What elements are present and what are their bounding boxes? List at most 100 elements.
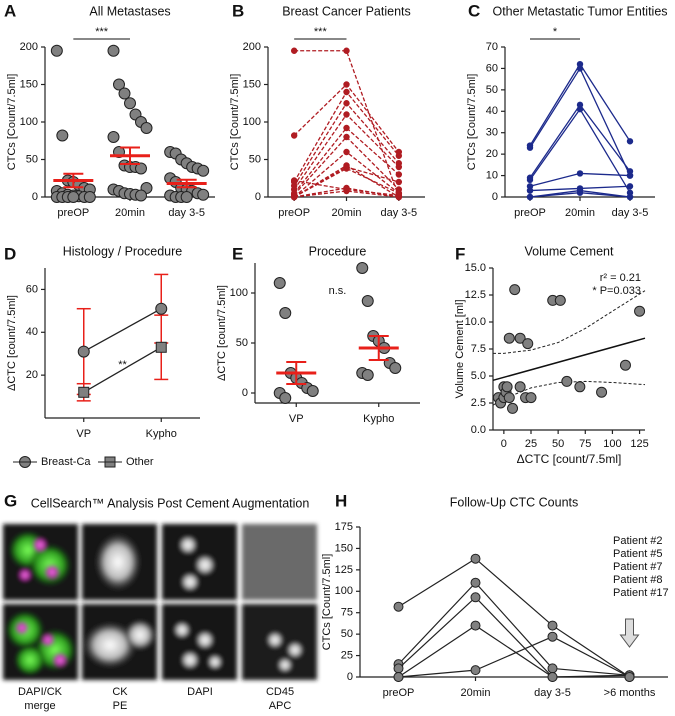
y-tick-label: 50 <box>249 153 261 165</box>
data-point <box>470 665 481 676</box>
data-point <box>361 295 374 307</box>
data-point <box>395 192 403 199</box>
data-point <box>470 553 481 564</box>
data-point <box>356 262 369 274</box>
data-point <box>389 362 402 374</box>
data-point <box>273 277 286 289</box>
y-tick-label: 100 <box>230 287 248 299</box>
data-point <box>290 47 298 54</box>
x-tick-label: preOP <box>57 207 89 219</box>
cell <box>207 654 223 670</box>
y-tick-label: 0 <box>242 387 248 399</box>
data-point <box>547 620 558 631</box>
panel-letter: B <box>232 1 244 20</box>
annotation: n.s. <box>329 285 347 297</box>
legend-label: Patient #17 <box>613 587 669 599</box>
data-point <box>470 592 481 603</box>
series-line <box>398 557 630 678</box>
series-line <box>398 624 630 678</box>
chart-title: Other Metastatic Tumor Entities <box>492 4 667 18</box>
series-line <box>83 308 162 353</box>
data-point <box>626 138 634 145</box>
data-point <box>343 81 350 88</box>
series-line <box>398 581 630 676</box>
data-point <box>279 392 292 404</box>
cell <box>180 650 200 670</box>
x-tick-label: day 3-5 <box>380 207 417 219</box>
data-point <box>526 144 534 151</box>
y-tick-label: 40 <box>486 105 498 117</box>
y-tick-label: 50 <box>341 628 353 640</box>
data-point <box>395 163 403 171</box>
y-tick-label: 75 <box>341 607 353 619</box>
cell <box>178 535 198 555</box>
panel-letter: C <box>468 1 480 20</box>
y-tick-label: 2.5 <box>471 397 486 409</box>
y-tick-label: 0.0 <box>471 424 486 436</box>
x-tick-label: Kypho <box>146 428 177 440</box>
image-label: merge <box>24 700 55 712</box>
panel-letter: A <box>4 1 16 20</box>
micro-image-grid <box>3 524 317 680</box>
panel-letter: E <box>232 244 243 263</box>
cell <box>18 568 32 582</box>
cell <box>194 554 216 576</box>
y-tick-label: 150 <box>20 78 38 90</box>
data-point <box>279 307 292 319</box>
data-point <box>576 105 584 113</box>
data-point <box>306 385 319 397</box>
y-tick-label: 100 <box>243 116 261 128</box>
data-point <box>634 305 646 317</box>
image-label: DAPI/CK <box>18 686 63 698</box>
cell <box>286 641 304 659</box>
data-point <box>124 97 136 110</box>
data-point <box>526 193 534 201</box>
data-point <box>393 672 404 682</box>
cell <box>94 532 142 592</box>
y-axis-label: CTCs [Count/7.5ml] <box>229 74 241 171</box>
x-tick-label: preOP <box>383 687 415 699</box>
y-tick-label: 60 <box>26 283 38 295</box>
data-point <box>393 601 404 612</box>
data-point <box>140 122 153 134</box>
x-tick-label: preOP <box>278 207 310 219</box>
y-axis-label: ΔCTC [count/7.5ml] <box>6 295 18 391</box>
data-point <box>290 132 298 139</box>
data-point <box>343 47 350 54</box>
legend-label: Breast-Ca <box>41 456 91 468</box>
data-point <box>343 100 350 107</box>
cell <box>15 621 29 635</box>
y-tick-label: 200 <box>20 41 38 53</box>
data-point <box>343 111 350 118</box>
cell <box>32 537 48 553</box>
data-point <box>395 178 403 186</box>
data-point <box>50 44 63 57</box>
data-point <box>526 187 534 194</box>
y-tick-label: 30 <box>486 127 498 139</box>
panel-title: CellSearch™ Analysis Post Cement Augment… <box>31 496 310 510</box>
y-tick-label: 7.5 <box>471 343 486 355</box>
series-line <box>398 596 630 678</box>
cell <box>266 631 284 649</box>
data-point <box>155 341 167 353</box>
x-tick-label: preOP <box>514 207 546 219</box>
data-point <box>507 402 519 414</box>
image-label: PE <box>113 700 128 712</box>
data-point <box>576 65 584 72</box>
data-point <box>503 332 515 344</box>
cell <box>277 657 293 673</box>
x-axis-label: ΔCTC [count/7.5ml] <box>517 452 622 466</box>
y-axis-label: CTCs [Count/7.5ml] <box>6 74 18 171</box>
x-tick-label: day 3-5 <box>168 207 205 219</box>
x-tick-label: 100 <box>603 438 621 450</box>
data-point <box>135 189 147 202</box>
data-point <box>470 620 481 631</box>
cell <box>173 621 191 639</box>
data-point <box>290 193 298 201</box>
arrow <box>619 618 640 648</box>
chart-title: Volume Cement <box>525 244 614 258</box>
data-point <box>155 302 168 315</box>
y-tick-label: 150 <box>335 542 353 554</box>
data-point <box>547 663 558 674</box>
y-axis-label: CTCs [Count/7.5ml] <box>321 554 333 651</box>
